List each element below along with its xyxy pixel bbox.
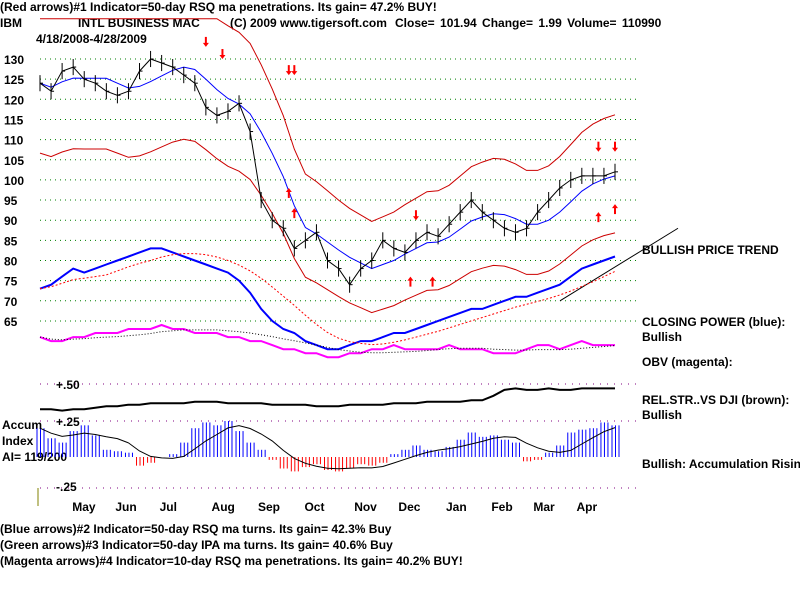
red-down-arrow-icon (412, 210, 419, 221)
x-tick-label: Nov (354, 500, 377, 514)
rs-tick-label: +.50 (56, 378, 80, 392)
price-line (39, 58, 616, 286)
accum-index-ma-line (39, 425, 616, 470)
obv-ma-line (39, 329, 616, 354)
cp-value: Bullish (642, 330, 683, 344)
x-tick-label: Jan (446, 500, 467, 514)
rs-value: Bullish (642, 408, 683, 422)
y-tick-label: 105 (4, 154, 24, 168)
y-tick-label: 65 (4, 315, 18, 329)
indicator-3-text: (Green arrows)#3 Indicator=50-day IPA ma… (0, 538, 393, 552)
closing-power-line (39, 247, 616, 351)
y-tick-label: 95 (4, 194, 18, 208)
ai-score: AI= 119/200 (2, 450, 68, 464)
x-tick-label: Oct (304, 500, 324, 514)
red-down-arrow-icon (291, 65, 298, 76)
x-tick-label: Aug (212, 500, 235, 514)
rs-label: REL.STR..VS DJI (brown): (642, 393, 790, 407)
upper-band-line (40, 18, 616, 222)
indicator-2-text: (Blue arrows)#2 Indicator=50-day RSQ ma … (0, 522, 392, 536)
bullish-trend-line (559, 227, 679, 302)
red-up-arrow-icon (429, 276, 436, 287)
cp-label: CLOSING POWER (blue): (642, 315, 786, 329)
red-down-arrow-icon (595, 141, 602, 152)
closing-power-ma-line (39, 253, 616, 346)
indicator-4-text: (Magenta arrows)#4 Indicator=10-day RSQ … (0, 554, 463, 568)
y-tick-label: 75 (4, 275, 18, 289)
x-tick-label: Jul (160, 500, 177, 514)
red-up-arrow-icon (291, 208, 298, 219)
accum-label: Accum (2, 418, 43, 432)
y-tick-label: 90 (4, 214, 18, 228)
y-tick-label: 110 (4, 134, 24, 148)
red-up-arrow-icon (595, 212, 602, 223)
lower-band-line (39, 138, 616, 314)
ai-tick-label: +.25 (56, 415, 80, 429)
y-tick-label: 125 (4, 73, 24, 87)
x-tick-label: Feb (491, 500, 512, 514)
ticker: IBM (0, 16, 22, 30)
rel-strength-line (40, 387, 615, 412)
red-up-arrow-icon (407, 276, 414, 287)
index-label: Index (2, 434, 34, 448)
x-tick-label: Sep (258, 500, 280, 514)
x-tick-label: Apr (576, 500, 597, 514)
y-tick-label: 130 (4, 53, 24, 67)
ai-tick-label: -.25 (56, 480, 77, 494)
y-tick-label: 120 (4, 93, 24, 107)
moving-average-line (39, 66, 616, 270)
x-tick-label: Dec (398, 500, 420, 514)
obv-line (39, 323, 615, 359)
quote: Close= 101.94 Change= 1.99 Volume= 11099… (395, 16, 662, 30)
ai-label: Bullish: Accumulation Rising (642, 457, 800, 471)
company-name: INTL BUSINESS MAC (78, 16, 200, 30)
indicator-1-text: (Red arrows)#1 Indicator=50-day RSQ ma p… (0, 0, 437, 14)
y-tick-label: 100 (4, 174, 24, 188)
x-tick-label: Jun (115, 500, 136, 514)
y-tick-label: 70 (4, 295, 18, 309)
red-up-arrow-icon (285, 187, 292, 198)
obv-label: OBV (magenta): (642, 355, 733, 369)
x-tick-label: Mar (533, 500, 555, 514)
red-up-arrow-icon (612, 204, 618, 215)
date-range: 4/18/2008-4/28/2009 (36, 32, 147, 46)
y-tick-label: 80 (4, 255, 18, 269)
red-down-arrow-icon (219, 49, 226, 59)
x-tick-label: May (72, 500, 96, 514)
y-tick-label: 115 (4, 113, 24, 127)
red-down-arrow-icon (285, 65, 292, 76)
red-down-arrow-icon (202, 36, 209, 47)
y-tick-label: 85 (4, 234, 18, 248)
red-down-arrow-icon (612, 141, 618, 152)
copyright: (C) 2009 www.tigersoft.com (230, 16, 387, 30)
trend-label: BULLISH PRICE TREND (642, 243, 779, 257)
